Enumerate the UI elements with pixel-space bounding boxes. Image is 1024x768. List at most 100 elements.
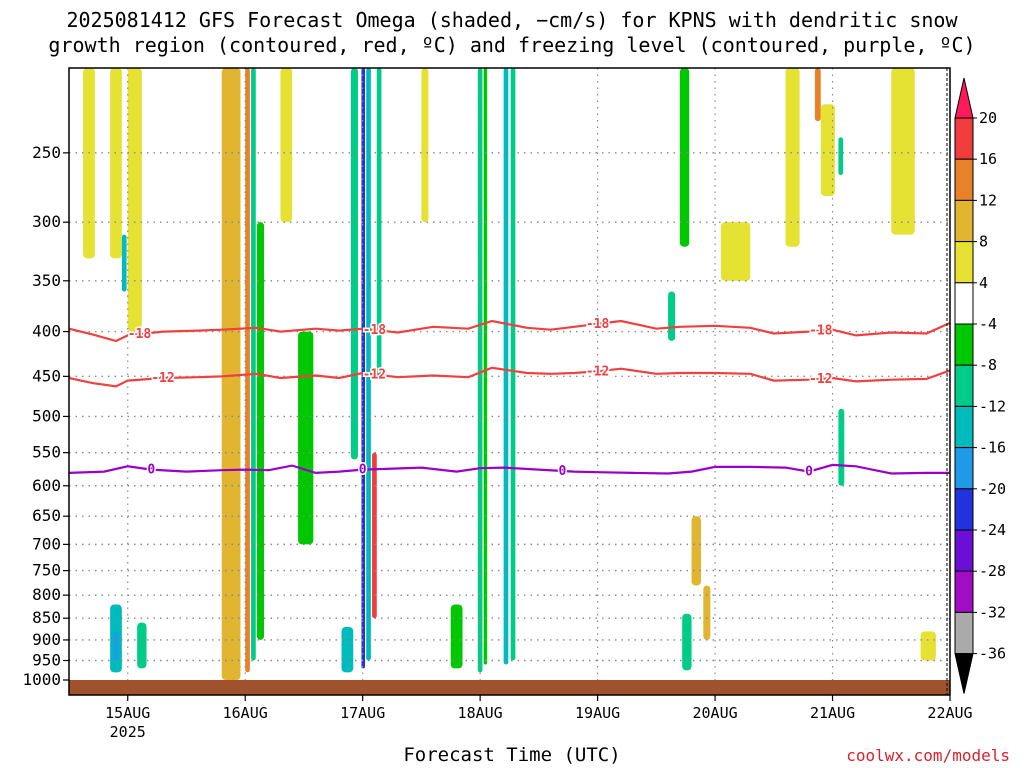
contour-label: -12 xyxy=(809,372,832,387)
colorbar-segment xyxy=(954,241,974,284)
omega-patch xyxy=(221,68,241,680)
omega-patch xyxy=(121,234,127,292)
contour-label: 0 xyxy=(359,463,367,478)
omega-patch xyxy=(366,68,371,661)
omega-patch xyxy=(127,68,142,332)
x-tick-label: 17AUG xyxy=(340,704,385,722)
contour--18 xyxy=(69,319,950,343)
omega-patch xyxy=(820,104,835,196)
omega-patch xyxy=(503,68,509,665)
x-tick-label: 18AUG xyxy=(458,704,503,722)
colorbar-segment xyxy=(954,611,974,655)
y-tick-label: 850 xyxy=(32,608,61,627)
omega-patch xyxy=(298,331,314,545)
contour-label: 0 xyxy=(147,463,155,478)
colorbar-segment xyxy=(954,405,974,449)
x-tick-label: 20AUG xyxy=(692,704,737,722)
omega-patch xyxy=(483,68,488,665)
omega-patch xyxy=(679,68,690,247)
y-tick-label: 400 xyxy=(32,322,61,341)
colorbar-segment xyxy=(954,447,974,490)
colorbar-segment xyxy=(954,199,974,243)
chart-title-line1: 2025081412 GFS Forecast Omega (shaded, −… xyxy=(66,8,958,32)
y-tick-label: 800 xyxy=(32,585,61,604)
y-tick-label: 650 xyxy=(32,506,61,525)
omega-patch xyxy=(376,68,382,377)
ground-surface xyxy=(69,680,950,695)
y-tick-label: 550 xyxy=(32,443,61,462)
contour-label: -12 xyxy=(363,367,386,382)
x-tick-label: 19AUG xyxy=(575,704,620,722)
omega-patch xyxy=(691,516,701,586)
colorbar-label: -36 xyxy=(979,645,1006,663)
omega-patch xyxy=(251,68,256,661)
x-tick-label: 16AUG xyxy=(223,704,268,722)
colorbar-label: 12 xyxy=(979,191,997,209)
omega-patch xyxy=(450,604,463,669)
colorbar-label: -12 xyxy=(979,397,1006,415)
colorbar-label: -20 xyxy=(979,480,1006,498)
colorbar-segment xyxy=(954,364,974,407)
omega-patch xyxy=(510,68,516,661)
colorbar-label: -24 xyxy=(979,521,1006,539)
omega-patch xyxy=(137,622,147,669)
contour-label: 0 xyxy=(805,465,813,480)
colorbar-label: -4 xyxy=(979,315,997,333)
omega-patch xyxy=(668,291,676,341)
contour-label: -18 xyxy=(586,317,610,332)
y-tick-label: 500 xyxy=(32,406,61,425)
colorbar-label: 8 xyxy=(979,233,988,251)
omega-patch xyxy=(720,222,751,281)
x-axis: 15AUG 16AUG 17AUG 18AUG 19AUG 20AUG 21AUG 22AUG… xyxy=(105,695,973,741)
contour-label: -18 xyxy=(363,323,387,338)
y-tick-label: 900 xyxy=(32,630,61,649)
colorbar-label: 16 xyxy=(979,150,997,168)
omega-patch xyxy=(421,68,429,223)
colorbar-segment xyxy=(954,282,974,325)
credit-link[interactable]: coolwx.com/models xyxy=(846,746,1010,765)
y-tick-label: 250 xyxy=(32,143,61,162)
contour-label: 0 xyxy=(558,464,566,479)
plot-frame xyxy=(68,67,951,696)
colorbar-label: 4 xyxy=(979,274,988,292)
y-tick-label: 450 xyxy=(32,366,61,385)
omega-patch xyxy=(785,68,800,247)
omega-patch xyxy=(83,68,95,259)
colorbar-segment xyxy=(954,117,974,160)
colorbar-top-arrow xyxy=(954,77,974,119)
colorbar-segment xyxy=(954,158,974,201)
contour-label: -18 xyxy=(128,327,152,342)
colorbar-segment xyxy=(954,529,974,572)
colorbar: 20 16 12 8 4 -4 -8 -12 -16 -20 -24 -28 -32 -36 xyxy=(954,77,1006,694)
y-tick-label: 950 xyxy=(32,650,61,669)
omega-patch xyxy=(350,68,358,460)
colorbar-label: 20 xyxy=(979,109,997,127)
y-tick-label: 750 xyxy=(32,561,61,580)
contour-label: -12 xyxy=(586,364,609,379)
y-tick-label: 600 xyxy=(32,476,61,495)
omega-patch xyxy=(256,222,264,640)
omega-patch xyxy=(113,631,119,661)
y-tick-label: 700 xyxy=(32,534,61,553)
y-tick-label: 1000 xyxy=(22,670,61,689)
omega-patch xyxy=(838,408,845,486)
x-tick-label: 21AUG xyxy=(810,704,855,722)
contour-0 xyxy=(69,463,950,475)
contour-label: -12 xyxy=(151,371,174,386)
omega-patch xyxy=(814,68,821,122)
omega-patch xyxy=(280,68,293,223)
omega-patch xyxy=(703,585,711,640)
contour--12 xyxy=(69,366,950,388)
colorbar-segment xyxy=(954,570,974,613)
x-tick-year: 2025 xyxy=(110,723,146,741)
colorbar-segment xyxy=(954,488,974,531)
omega-patch xyxy=(920,631,936,661)
y-tick-label: 350 xyxy=(32,271,61,290)
colorbar-label: -8 xyxy=(979,356,997,374)
x-tick-label: 22AUG xyxy=(927,704,972,722)
y-axis: 250 300 350 400 450 500 550 600 650 700 750 800 850 9… xyxy=(22,143,69,689)
contour-label: -18 xyxy=(809,324,833,339)
omega-shading xyxy=(83,68,936,680)
x-tick-label: 15AUG xyxy=(105,704,150,722)
